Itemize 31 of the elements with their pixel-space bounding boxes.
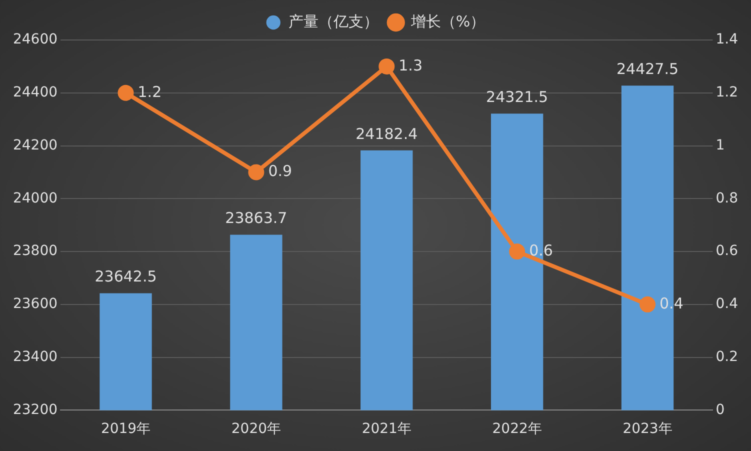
data-label: 23863.7 <box>225 209 288 228</box>
y2-tick-label: 1.4 <box>716 32 738 48</box>
y-tick-label: 23400 <box>12 348 58 365</box>
y2-tick-label: 0.8 <box>716 190 738 206</box>
y-tick-label: 23800 <box>12 243 58 260</box>
y2-tick-label: 0.2 <box>716 348 738 365</box>
y-tick-label: 23200 <box>12 402 58 418</box>
x-tick-label: 2021年 <box>362 421 412 438</box>
data-label: 24182.4 <box>356 124 418 143</box>
legend-label: 产量（亿支） <box>288 12 378 30</box>
x-tick-label: 2023年 <box>622 421 672 438</box>
x-tick-label: 2022年 <box>492 421 542 438</box>
y2-tick-label: 1.2 <box>716 84 738 101</box>
y-tick-label: 23600 <box>12 296 58 312</box>
y2-tick-label: 0.4 <box>716 296 738 312</box>
y-tick-label: 24600 <box>12 32 58 48</box>
data-label: 24427.5 <box>616 60 679 78</box>
x-tick-label: 2019年 <box>100 421 151 438</box>
y2-tick-label: 0.6 <box>716 243 738 260</box>
legend-label: 增长（%） <box>410 12 486 30</box>
data-label: 0.9 <box>268 162 292 180</box>
y2-tick-label: 1 <box>716 137 725 154</box>
data-label: 24321.5 <box>486 88 548 106</box>
y-tick-label: 24200 <box>12 137 58 154</box>
data-label: 1.3 <box>398 56 422 74</box>
y-tick-label: 24400 <box>12 84 58 101</box>
y2-tick-label: 0 <box>716 402 725 418</box>
x-tick-label: 2020年 <box>231 421 282 438</box>
data-label: 23642.5 <box>94 268 157 286</box>
data-label: 1.2 <box>138 82 162 101</box>
y-tick-label: 24000 <box>12 190 58 206</box>
